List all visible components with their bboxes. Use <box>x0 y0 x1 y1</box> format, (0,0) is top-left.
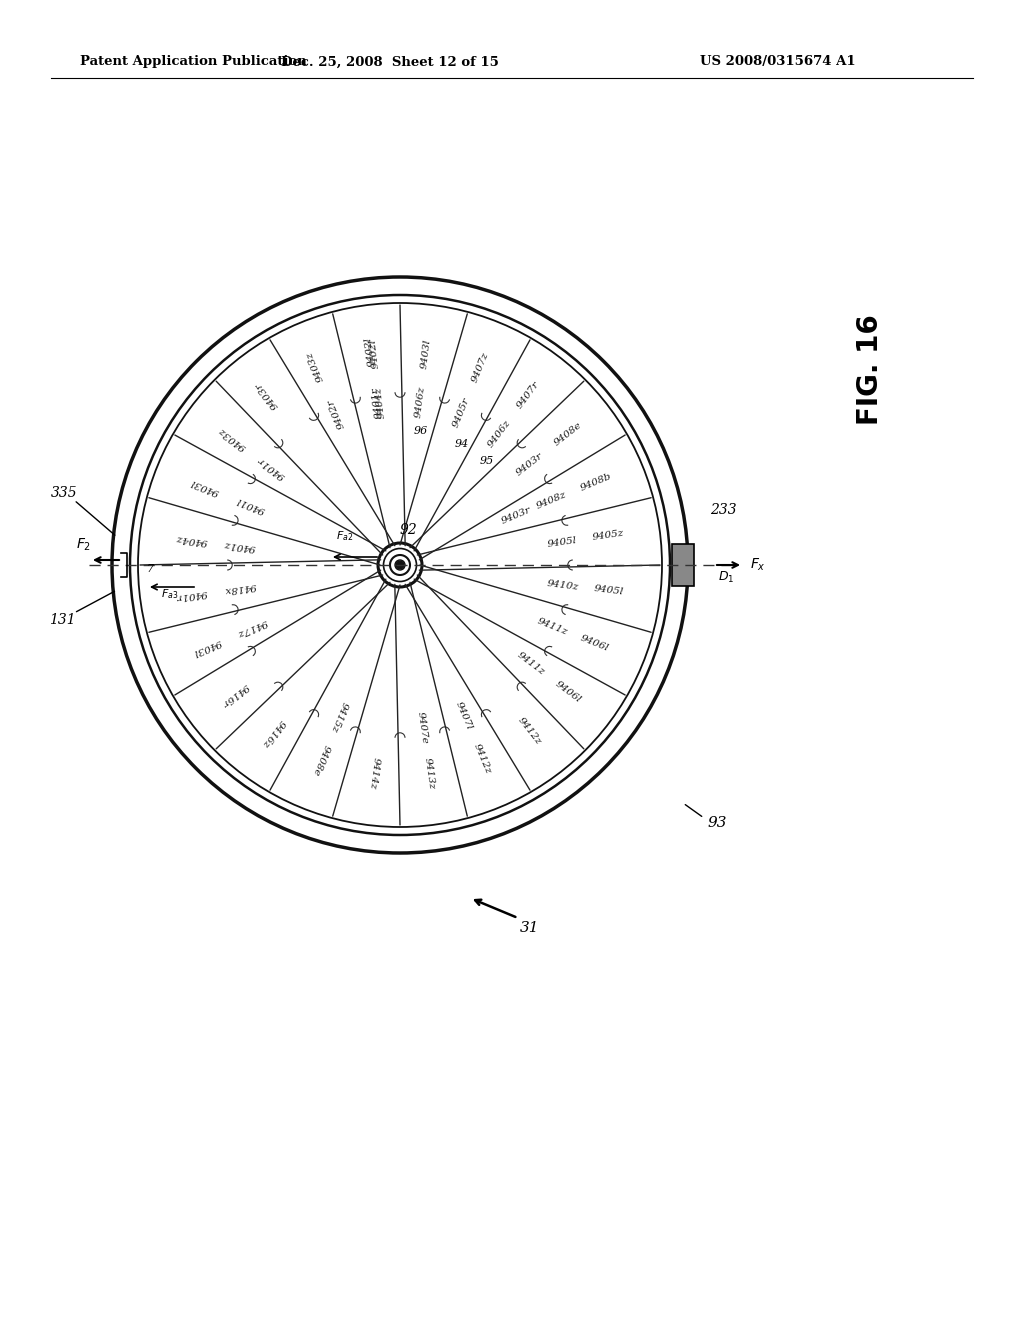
Text: FIG. 16: FIG. 16 <box>856 314 884 425</box>
Text: 9403l: 9403l <box>420 338 432 368</box>
Text: 9405z: 9405z <box>592 529 625 543</box>
Text: 9401r: 9401r <box>175 587 208 601</box>
Text: 9405l: 9405l <box>547 536 578 549</box>
Text: 9405r: 9405r <box>452 396 472 429</box>
Text: 9408e: 9408e <box>311 743 332 776</box>
Text: 93: 93 <box>708 816 727 830</box>
Text: 335: 335 <box>50 486 78 500</box>
Text: 9410z: 9410z <box>547 578 580 591</box>
Text: 9412z: 9412z <box>472 742 493 775</box>
Text: 9417z: 9417z <box>236 618 268 639</box>
Text: 9405l: 9405l <box>593 585 624 597</box>
Text: 9406l: 9406l <box>580 634 610 653</box>
Text: 9406z: 9406z <box>414 385 426 418</box>
Text: 9403z: 9403z <box>305 350 326 383</box>
Text: 9401z: 9401z <box>223 539 256 552</box>
Text: $F_{a3}$: $F_{a3}$ <box>162 587 179 601</box>
Bar <box>672 544 694 586</box>
Text: 92: 92 <box>399 523 417 537</box>
Text: 95: 95 <box>480 457 495 466</box>
Text: 9408e: 9408e <box>552 420 584 447</box>
Text: 9403r: 9403r <box>514 450 545 477</box>
Text: 9403r: 9403r <box>254 380 281 411</box>
Text: 9403l: 9403l <box>189 477 220 496</box>
Text: 9413z: 9413z <box>423 756 436 789</box>
Text: Patent Application Publication: Patent Application Publication <box>80 55 307 69</box>
Text: $F_x$: $F_x$ <box>750 557 766 573</box>
Text: 9403l: 9403l <box>190 638 222 657</box>
Text: $D_1$: $D_1$ <box>718 569 734 585</box>
Text: 9408b: 9408b <box>580 471 613 492</box>
Circle shape <box>396 561 404 569</box>
Text: 9407z: 9407z <box>470 351 490 384</box>
Text: 9414z: 9414z <box>368 758 381 791</box>
Text: Dec. 25, 2008  Sheet 12 of 15: Dec. 25, 2008 Sheet 12 of 15 <box>281 55 499 69</box>
Text: 9416z: 9416z <box>260 717 287 748</box>
Text: 9401r: 9401r <box>256 455 287 480</box>
Text: 9407l: 9407l <box>455 701 474 731</box>
Text: 9407r: 9407r <box>515 380 542 411</box>
Text: 31: 31 <box>520 921 540 935</box>
Text: 9403r: 9403r <box>501 506 532 525</box>
Text: 9408z: 9408z <box>535 491 567 511</box>
Text: 9404z: 9404z <box>175 533 208 545</box>
Text: 9406l: 9406l <box>553 678 583 704</box>
Text: 9418x: 9418x <box>223 581 257 594</box>
Text: $F_2$: $F_2$ <box>77 537 91 553</box>
Text: 9402l: 9402l <box>364 335 377 367</box>
Text: 233: 233 <box>710 503 736 517</box>
Text: 9411z: 9411z <box>516 651 547 677</box>
Text: 9402r: 9402r <box>326 397 346 430</box>
Text: 9403z: 9403z <box>217 425 248 451</box>
Text: 9401r: 9401r <box>371 387 384 418</box>
Text: 9406z: 9406z <box>485 418 512 449</box>
Text: 7: 7 <box>146 564 154 574</box>
Text: 9411z: 9411z <box>536 616 568 636</box>
Text: 9415z: 9415z <box>329 701 348 734</box>
Text: $F_{a2}$: $F_{a2}$ <box>336 529 353 543</box>
Text: 131: 131 <box>49 612 76 627</box>
Text: US 2008/0315674 A1: US 2008/0315674 A1 <box>700 55 856 69</box>
Text: 9404z: 9404z <box>374 385 386 418</box>
Text: 9401l: 9401l <box>234 495 266 515</box>
Text: 9402l: 9402l <box>368 338 380 368</box>
Text: 96: 96 <box>414 426 428 437</box>
Text: 9412z: 9412z <box>516 715 543 746</box>
Text: 94: 94 <box>455 440 469 449</box>
Text: 9407e: 9407e <box>416 710 430 744</box>
Text: 9416r: 9416r <box>219 681 250 708</box>
